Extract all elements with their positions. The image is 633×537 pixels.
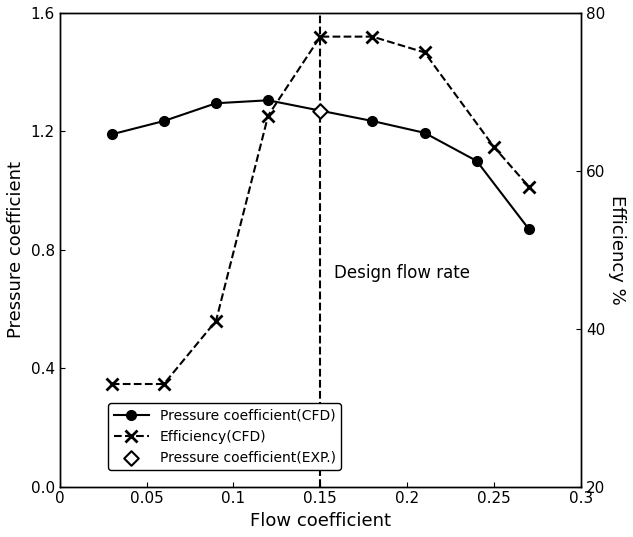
Efficiency(CFD) (212, 317, 220, 324)
Efficiency(CFD) (525, 184, 532, 190)
Pressure coefficient(CFD) (473, 158, 480, 164)
Pressure coefficient(CFD) (265, 97, 272, 104)
Pressure coefficient(EXP.) (315, 106, 325, 115)
Pressure coefficient(CFD) (160, 118, 168, 124)
Efficiency(CFD) (265, 112, 272, 119)
Pressure coefficient(CFD) (525, 226, 532, 233)
Pressure coefficient(CFD) (368, 118, 376, 124)
Efficiency(CFD) (491, 144, 498, 150)
Legend: Pressure coefficient(CFD), Efficiency(CFD), Pressure coefficient(EXP.): Pressure coefficient(CFD), Efficiency(CF… (108, 403, 341, 470)
Efficiency(CFD) (368, 33, 376, 40)
Efficiency(CFD) (316, 33, 324, 40)
Y-axis label: Efficiency %: Efficiency % (608, 195, 626, 304)
Pressure coefficient(CFD) (108, 131, 116, 137)
Line: Pressure coefficient(CFD): Pressure coefficient(CFD) (107, 96, 534, 234)
Pressure coefficient(CFD) (316, 107, 324, 114)
Efficiency(CFD) (160, 381, 168, 387)
Pressure coefficient(CFD) (421, 129, 429, 136)
Pressure coefficient(CFD) (212, 100, 220, 106)
Line: Efficiency(CFD): Efficiency(CFD) (106, 31, 535, 390)
Efficiency(CFD) (108, 381, 116, 387)
Text: Design flow rate: Design flow rate (334, 265, 470, 282)
Efficiency(CFD) (421, 49, 429, 56)
Y-axis label: Pressure coefficient: Pressure coefficient (7, 161, 25, 338)
X-axis label: Flow coefficient: Flow coefficient (250, 512, 391, 530)
